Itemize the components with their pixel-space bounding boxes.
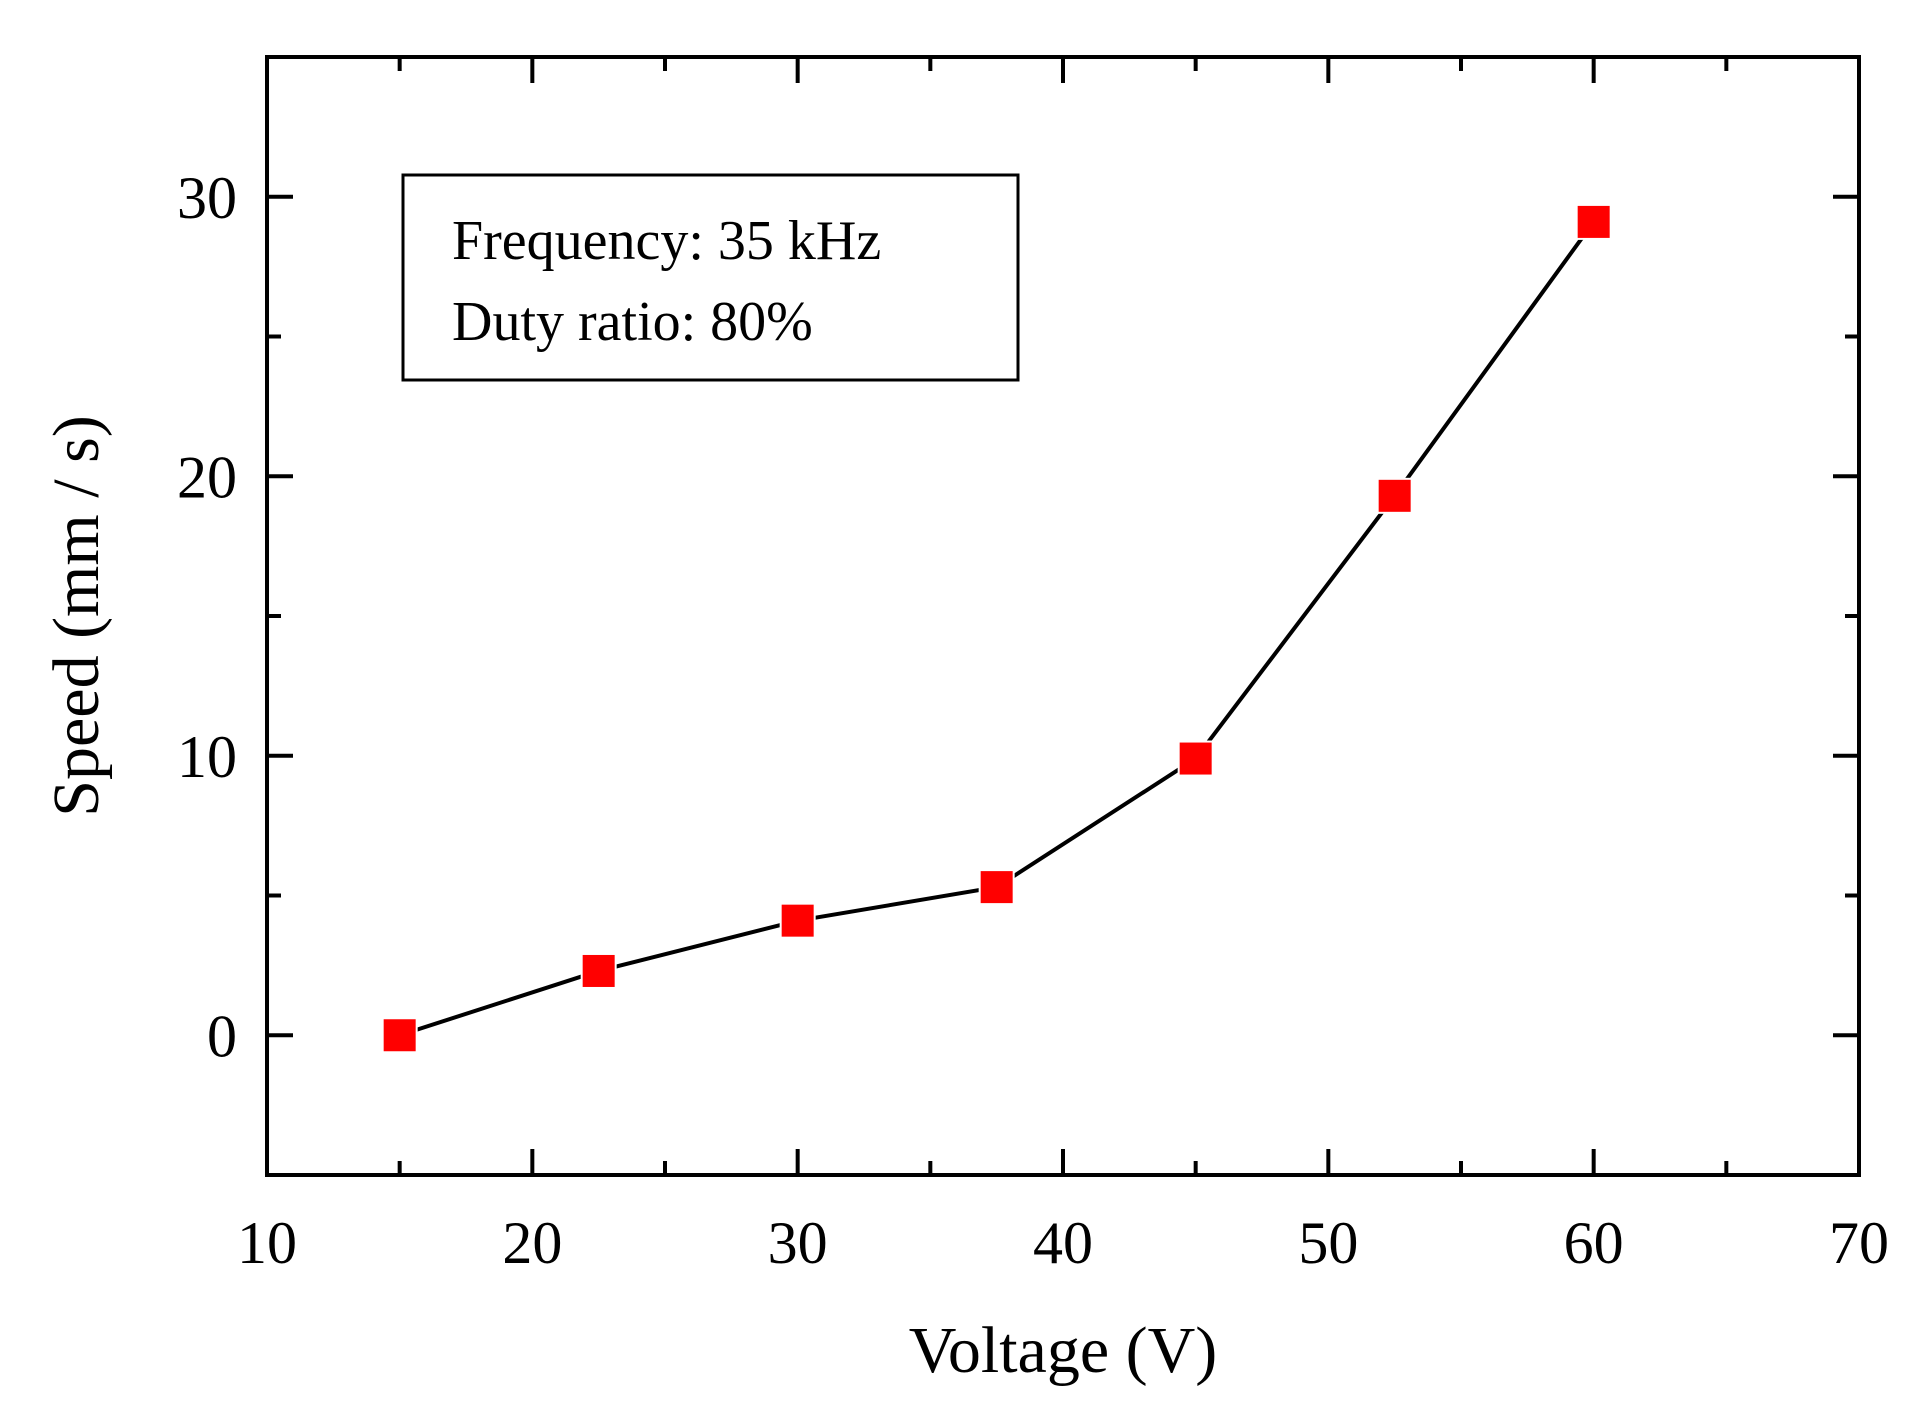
x-tick-label: 10	[237, 1210, 297, 1276]
x-tick-label: 50	[1298, 1210, 1358, 1276]
series-layer	[381, 203, 1612, 1054]
data-point-marker	[381, 1017, 418, 1054]
data-point-marker	[580, 952, 617, 989]
x-tick-label: 40	[1033, 1210, 1093, 1276]
y-tick-label: 30	[177, 165, 237, 231]
data-point-marker	[1376, 477, 1413, 514]
x-axis-label: Voltage (V)	[909, 1314, 1218, 1387]
y-tick-label: 20	[177, 444, 237, 510]
annotation-duty-ratio: Duty ratio: 80%	[452, 291, 813, 353]
x-tick-label: 70	[1829, 1210, 1889, 1276]
y-axis-label: Speed (mm / s)	[40, 415, 113, 816]
annotation-frequency: Frequency: 35 kHz	[452, 210, 881, 272]
axis-ticks	[265, 57, 1861, 1175]
annotation-frame	[401, 173, 1020, 382]
tick-labels: 10 20 30 40 50 60 70 0 10 20 30	[177, 165, 1889, 1276]
annotation-box: Frequency: 35 kHz Duty ratio: 80%	[401, 173, 1020, 382]
x-tick-label: 60	[1564, 1210, 1624, 1276]
data-point-marker	[779, 902, 816, 939]
data-point-marker	[1575, 203, 1612, 240]
y-tick-label: 0	[207, 1003, 237, 1069]
data-point-marker	[1177, 740, 1214, 777]
data-point-marker	[978, 869, 1015, 906]
x-tick-label: 20	[502, 1210, 562, 1276]
x-tick-label: 30	[768, 1210, 828, 1276]
y-tick-label: 10	[177, 724, 237, 790]
